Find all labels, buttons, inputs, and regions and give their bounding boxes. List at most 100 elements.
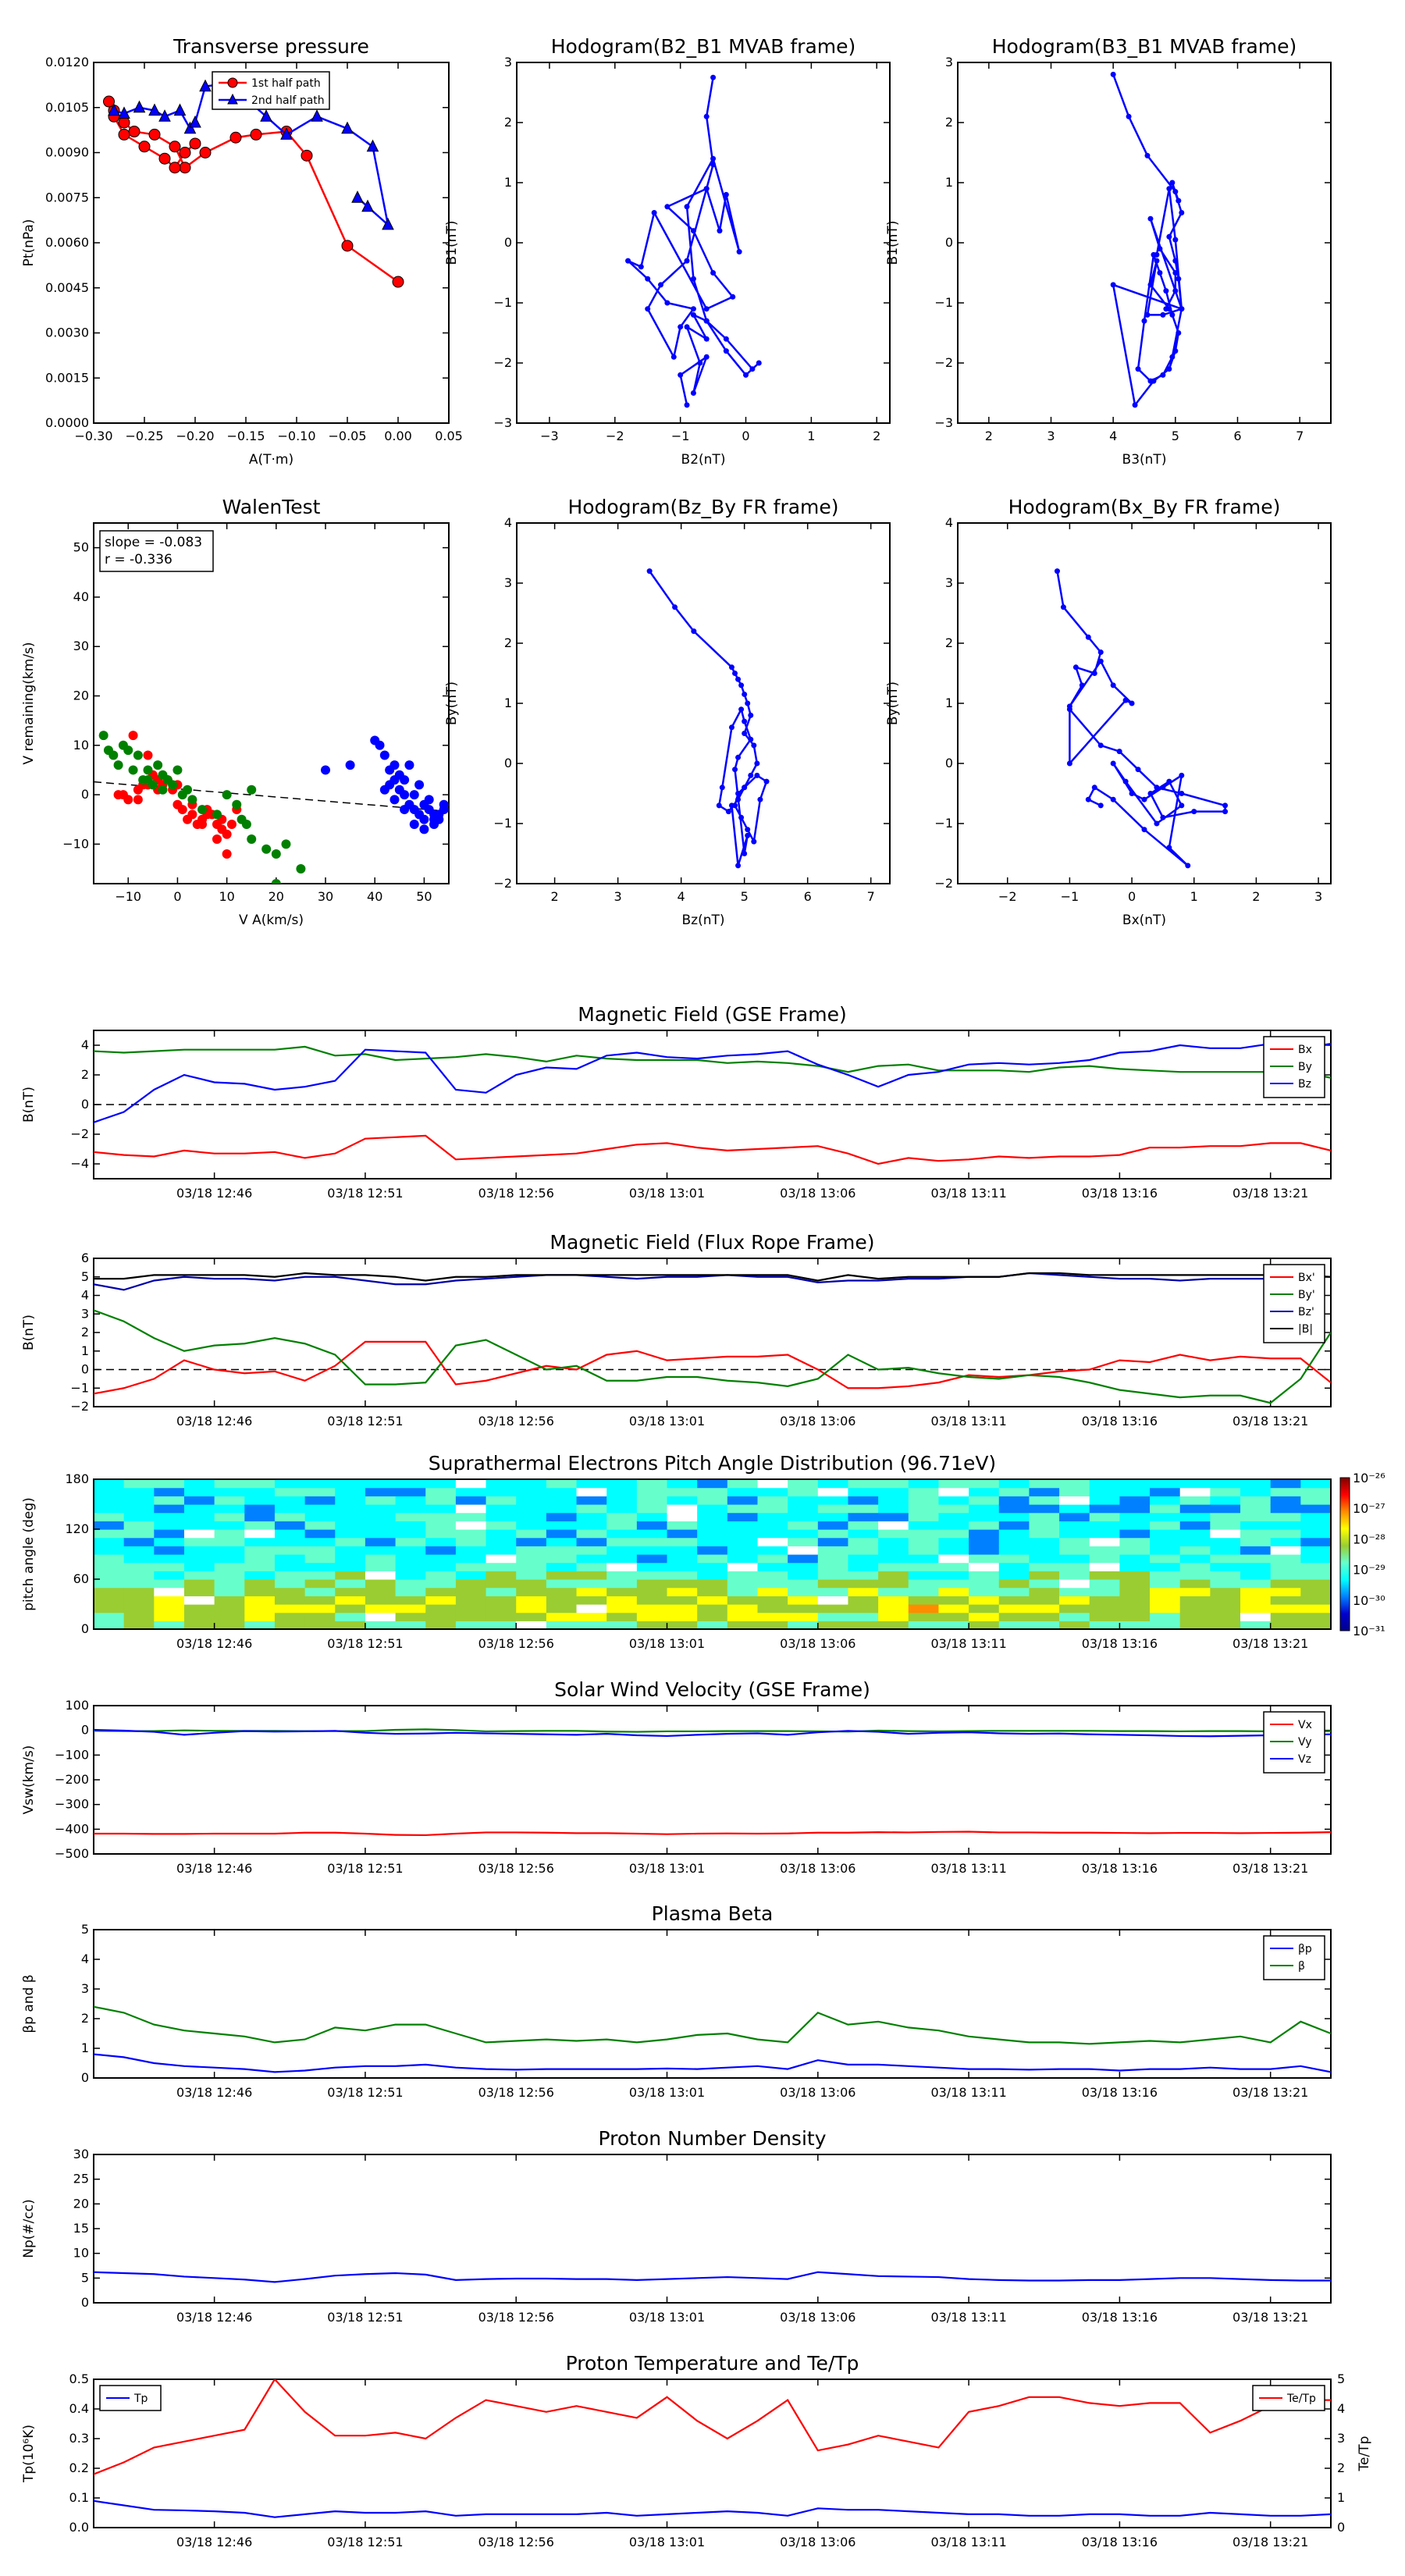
data-point — [717, 228, 723, 234]
data-point — [366, 139, 379, 152]
data-point — [1097, 658, 1104, 664]
heatmap-cell — [576, 1529, 607, 1539]
heatmap-cell — [848, 1621, 879, 1630]
heatmap-cell — [546, 1579, 578, 1589]
heatmap-cell — [727, 1562, 759, 1571]
heatmap-cell — [1210, 1504, 1241, 1514]
heatmap-cell — [516, 1537, 547, 1546]
data-point — [754, 760, 760, 767]
chart-title: Magnetic Field (GSE Frame) — [578, 1003, 846, 1026]
heatmap-cell — [365, 1587, 397, 1596]
x-tick-label: −0.30 — [74, 429, 112, 443]
heatmap-cell — [395, 1612, 426, 1621]
heatmap-cell — [1119, 1512, 1151, 1521]
heatmap-cell — [938, 1512, 969, 1521]
heatmap-cell — [727, 1487, 759, 1496]
heatmap-cell — [878, 1562, 909, 1571]
data-point — [429, 809, 439, 820]
x-tick-label: 6 — [1233, 429, 1241, 443]
x-tick-label: 03/18 13:01 — [629, 1186, 705, 1201]
heatmap-cell — [697, 1521, 728, 1530]
heatmap-cell — [1119, 1529, 1151, 1539]
heatmap-cell — [1300, 1504, 1332, 1514]
heatmap-cell — [244, 1562, 276, 1571]
heatmap-cell — [455, 1604, 487, 1614]
heatmap-cell — [214, 1596, 245, 1605]
heatmap-cell — [304, 1596, 336, 1605]
data-point — [1172, 237, 1179, 243]
heatmap-cell — [516, 1487, 547, 1496]
y-tick-label: 15 — [73, 2221, 89, 2236]
data-point — [409, 820, 419, 830]
heatmap-cell — [183, 1529, 215, 1539]
data-point — [1191, 809, 1197, 815]
heatmap-cell — [878, 1504, 909, 1514]
heatmap-cell — [516, 1521, 547, 1530]
data-point — [735, 676, 742, 682]
x-tick-label: 2 — [1252, 889, 1260, 904]
heatmap-cell — [425, 1487, 457, 1496]
x-tick-label: 2 — [551, 889, 559, 904]
heatmap-cell — [183, 1596, 215, 1605]
y-tick-label: 1 — [945, 175, 953, 190]
heatmap-cell — [425, 1587, 457, 1596]
heatmap-cell — [636, 1587, 668, 1596]
y-tick-label: 3 — [504, 55, 512, 69]
heatmap-cell — [486, 1546, 517, 1555]
heatmap-cell — [998, 1529, 1030, 1539]
y-tick-label: 0 — [81, 1097, 89, 1112]
heatmap-cell — [1270, 1621, 1301, 1630]
series-line-Np — [94, 2271, 1331, 2283]
heatmap-cell — [365, 1537, 397, 1546]
heatmap-cell — [516, 1529, 547, 1539]
heatmap-cell — [667, 1521, 698, 1530]
y-tick-label: −400 — [55, 1821, 89, 1836]
data-point — [1154, 820, 1160, 827]
chart-bfr: Magnetic Field (Flux Rope Frame) B(nT) 03/… — [21, 1231, 1332, 1429]
y-right-tick-label: 2 — [1337, 2460, 1345, 2475]
heatmap-cell — [214, 1562, 245, 1571]
data-point — [128, 126, 140, 138]
legend-label: Bz' — [1298, 1306, 1314, 1318]
heatmap-cell — [1029, 1529, 1060, 1539]
heatmap-cell — [817, 1604, 849, 1614]
x-tick-label: 03/18 13:21 — [1232, 1861, 1308, 1876]
heatmap-cell — [395, 1537, 426, 1546]
heatmap-cell — [667, 1621, 698, 1630]
heatmap-cell — [969, 1621, 1000, 1630]
heatmap-cell — [848, 1537, 879, 1546]
y-tick-label: 10 — [73, 2246, 89, 2261]
heatmap-cell — [1059, 1596, 1090, 1605]
data-point — [735, 796, 742, 802]
heatmap-cell — [1150, 1529, 1181, 1539]
heatmap-cell — [335, 1521, 366, 1530]
heatmap-cell — [335, 1487, 366, 1496]
data-point — [311, 109, 323, 122]
heatmap-cell — [1029, 1504, 1060, 1514]
plot-frame — [93, 522, 450, 884]
heatmap-cell — [1210, 1579, 1241, 1589]
data-point — [716, 802, 722, 809]
x-tick-label: 1 — [1190, 889, 1198, 904]
y-tick-label: 0.0120 — [45, 55, 89, 69]
heatmap-cell — [848, 1562, 879, 1571]
data-point — [670, 354, 677, 360]
heatmap-cell — [1300, 1596, 1332, 1605]
data-point — [1154, 785, 1160, 791]
data-point — [321, 765, 331, 775]
data-point — [148, 128, 161, 141]
heatmap-cell — [576, 1621, 607, 1630]
heatmap-cell — [1029, 1554, 1060, 1564]
legend-label: Vz — [1298, 1753, 1311, 1766]
heatmap-cell — [576, 1571, 607, 1580]
x-tick-label: 30 — [318, 889, 333, 904]
heatmap-cell — [486, 1487, 517, 1496]
y-tick-label: 0 — [504, 235, 512, 250]
heatmap-cell — [154, 1579, 185, 1589]
data-point — [703, 186, 710, 192]
x-tick-label: 03/18 13:11 — [930, 2535, 1006, 2549]
x-tick-label: 03/18 12:51 — [327, 1636, 403, 1651]
heatmap-cells — [94, 1479, 1332, 1630]
series-group — [94, 2379, 1331, 2518]
heatmap-cell — [425, 1496, 457, 1505]
